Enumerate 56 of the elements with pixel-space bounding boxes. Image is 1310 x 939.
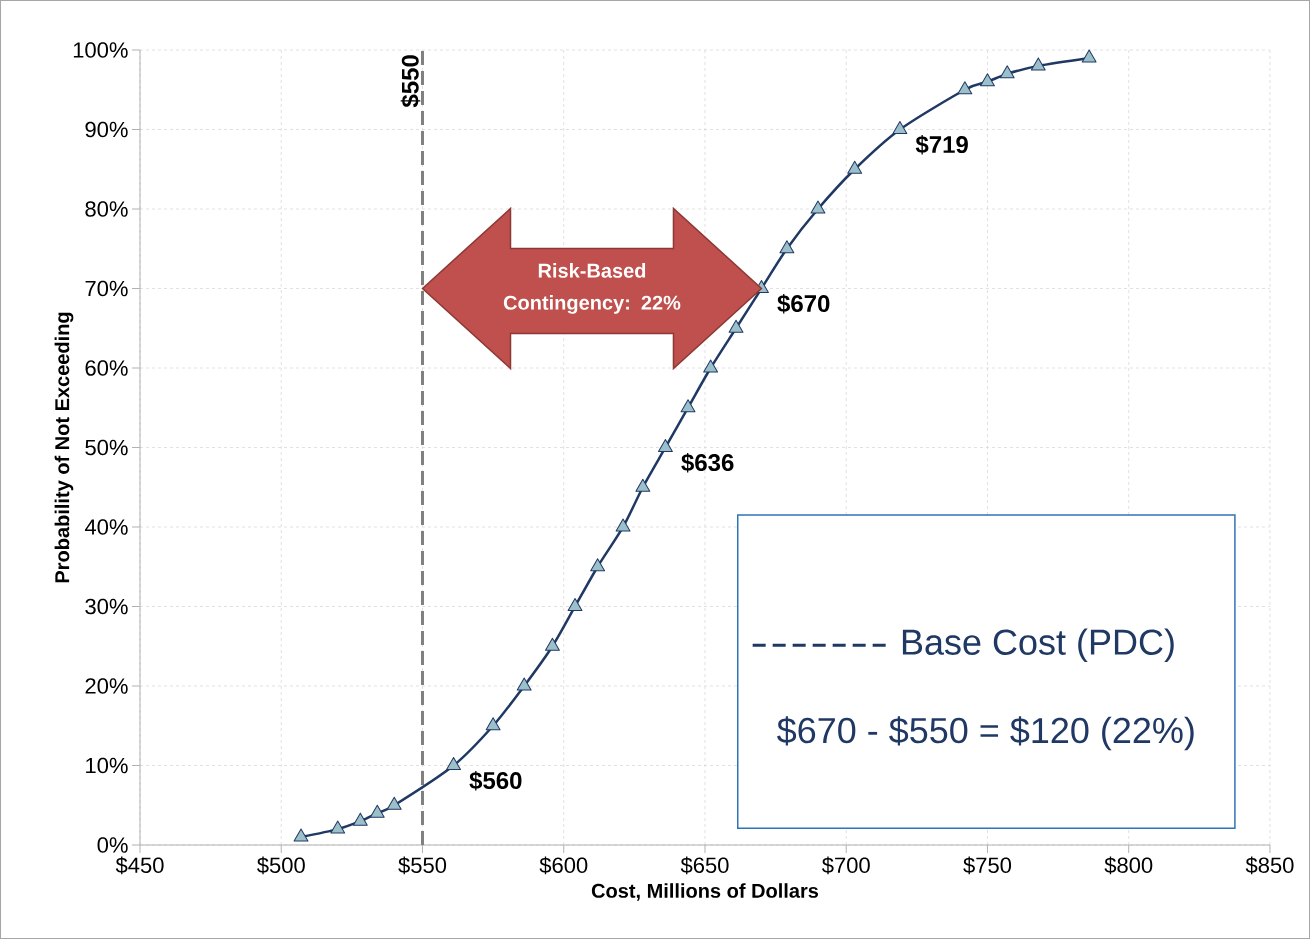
point [590,558,606,572]
y-tick-label: 100% [73,42,128,58]
point [779,240,795,254]
annotation: $560 [469,771,522,791]
y-tick-label: 90% [85,121,128,138]
point [847,160,863,174]
x-tick-label: $450 [115,856,164,875]
point [1081,49,1097,63]
point [1030,57,1046,71]
y-tick-label: 40% [84,519,128,535]
y-tick-label: 60% [85,360,128,376]
x-tick-label: $500 [257,856,305,875]
point [386,796,402,810]
annotation: $670 [777,294,830,314]
point [369,804,385,818]
point [485,717,501,731]
x-tick-label: $600 [539,856,588,875]
point [330,820,346,834]
annotation: Risk-Based Contingency: 22% [503,263,681,314]
point [293,828,309,842]
point [728,319,744,333]
x-tick-label: $700 [821,856,870,875]
x-tick-label: $800 [1104,856,1153,875]
point [680,399,696,413]
y-tick-label: 0% [97,837,128,853]
y-tick-label: 20% [85,678,128,694]
x-axis-title: Cost, Millions of Dollars [591,883,819,901]
point [567,597,583,611]
y-tick-label: 50% [85,439,128,456]
point [892,120,908,134]
y-tick-label: 80% [85,201,128,217]
point [352,812,368,826]
annotation: $719 [915,135,968,155]
point [615,518,631,532]
point [545,637,560,651]
point [980,73,995,87]
x-tick-label: $750 [963,856,1012,875]
point [999,65,1015,79]
point [516,677,532,691]
point [446,756,461,770]
y-tick-label: 10% [86,757,128,774]
x-tick-label: $650 [680,856,729,875]
y-tick-label: 70% [85,280,128,297]
point [635,478,651,492]
y-axis-title: Probability of Not Exceeding [54,312,74,583]
point [703,359,719,373]
x-tick-label: $850 [1245,856,1294,875]
x-tick-label: $550 [398,856,447,875]
point [810,200,826,214]
point [658,438,673,452]
y-tick-label: 30% [85,598,128,615]
ref-line-label: $550 [400,55,421,108]
annotation: $670 - $550 = $120 (22%) [777,716,1194,751]
point [957,81,973,95]
annotation: $636 [681,453,734,473]
annotation: Base Cost (PDC) [902,628,1174,663]
